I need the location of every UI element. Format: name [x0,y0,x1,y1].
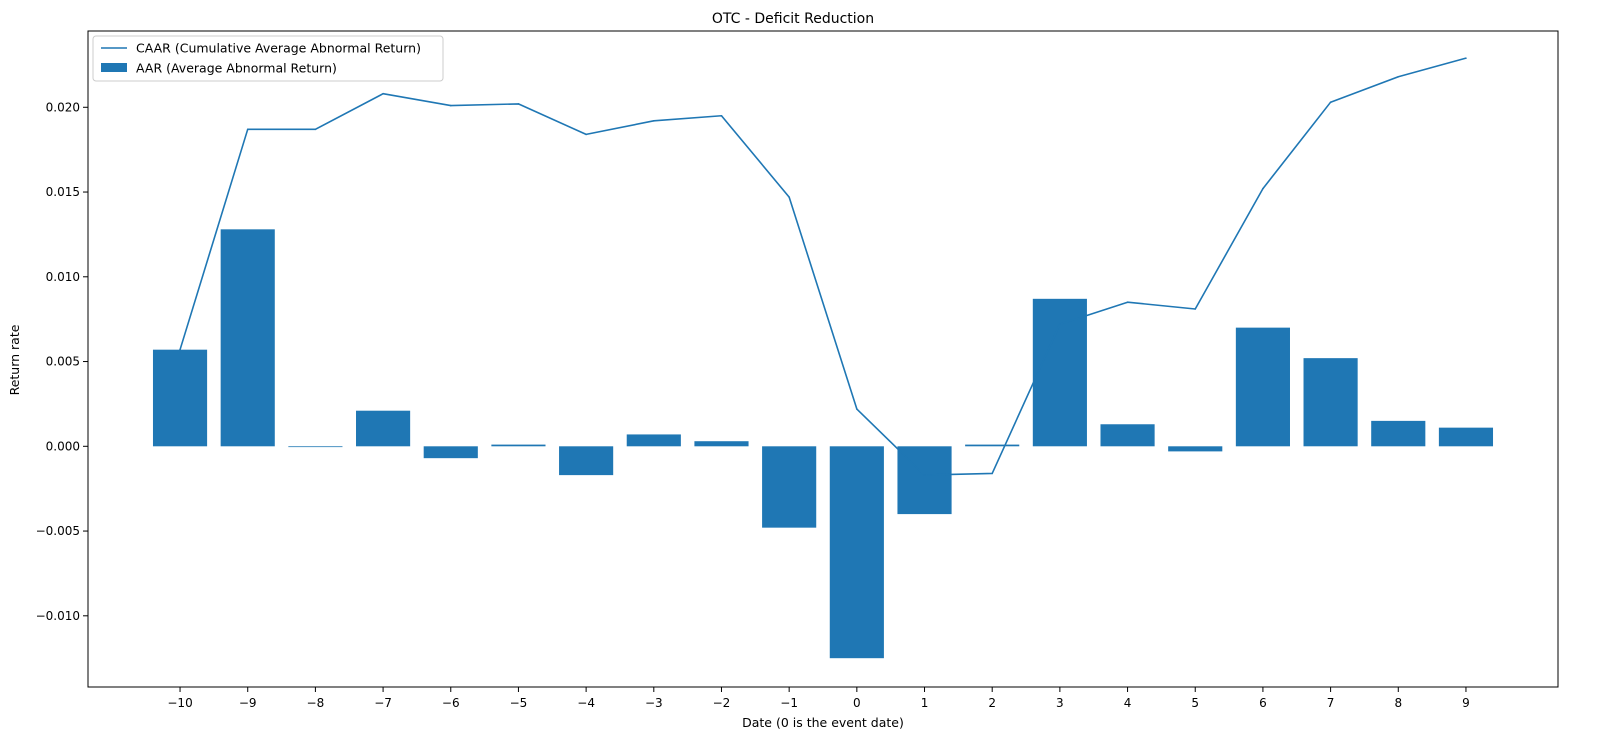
x-tick-label: 8 [1394,696,1402,710]
y-tick-label: −0.005 [36,524,80,538]
x-tick-label: −5 [510,696,528,710]
aar-bar [762,446,817,528]
aar-bar [1438,427,1494,447]
y-tick-label: 0.020 [46,100,80,114]
aar-bar [1168,446,1223,452]
legend-label-caar: CAAR (Cumulative Average Abnormal Return… [136,41,421,56]
x-tick-label: −8 [307,696,325,710]
x-tick-label: 2 [988,696,996,710]
caar-point [449,104,452,107]
caar-point [246,128,249,131]
aar-bar [694,441,749,447]
aar-bar [626,434,681,447]
y-tick-label: 0.000 [46,439,80,453]
caar-point [179,348,181,351]
line-layer [179,57,1467,476]
x-tick-label: −1 [780,696,798,710]
x-tick-label: 0 [853,696,861,710]
aar-bar [220,229,275,447]
legend-bar-swatch [101,63,127,72]
x-tick-label: −2 [713,696,731,710]
caar-point [517,103,520,105]
y-tick-label: 0.005 [46,355,80,369]
aar-bar [1303,358,1358,447]
x-tick-label: 1 [921,696,929,710]
y-tick-label: 0.010 [46,270,80,284]
aar-bar [288,446,343,448]
caar-point [585,133,587,136]
x-tick-label: −10 [167,696,192,710]
caar-point [1329,101,1332,103]
caar-point [788,196,790,198]
x-tick-label: −6 [442,696,460,710]
aar-bar [1032,298,1087,447]
aar-bar [356,410,411,447]
x-tick-label: −4 [577,696,595,710]
legend: CAAR (Cumulative Average Abnormal Return… [92,35,444,82]
aar-bar [1235,327,1290,447]
x-tick-label: −9 [239,696,257,710]
y-tick-label: 0.015 [46,185,80,199]
legend-box [92,35,444,82]
axes-layer: −10 −9 −8 −7 −6 −5 −4 −3 −2 −1 0 1 2 3 4 5 6 7 8 9−0.010−0.… [36,30,1559,710]
x-tick-label: 9 [1462,696,1470,710]
x-tick-label: 7 [1327,696,1335,710]
aar-bar [965,444,1020,447]
x-axis-label: Date (0 is the event date) [742,715,904,730]
x-tick-label: 5 [1191,696,1199,710]
caar-point [991,472,993,475]
caar-point [1262,187,1264,190]
aar-bar [1371,420,1426,447]
aar-bar [559,446,614,476]
aar-bar [829,446,884,659]
x-tick-label: −7 [374,696,392,710]
y-tick-label: −0.010 [36,609,80,623]
caar-point [314,128,317,131]
caar-point [1465,57,1467,59]
caar-point [382,92,384,95]
x-tick-label: 6 [1259,696,1267,710]
caar-point [653,120,655,122]
x-tick-label: 4 [1124,696,1132,710]
aar-bar [423,446,478,459]
caar-point [1194,308,1197,310]
x-tick-label: −3 [645,696,663,710]
caar-point [720,114,723,117]
x-tick-label: 3 [1056,696,1064,710]
caar-line [179,57,1467,476]
caar-point [1397,75,1400,78]
legend-label-aar: AAR (Average Abnormal Return) [136,61,337,76]
chart-title: OTC - Deficit Reduction [712,11,874,27]
plot-frame [87,30,1559,688]
aar-bar [152,349,208,447]
aar-bar [491,444,546,447]
aar-bar [1100,424,1155,447]
caar-point [923,474,926,476]
caar-point [1126,301,1129,304]
y-axis-label: Return rate [7,324,22,395]
caar-point [856,408,858,410]
caar-point [1059,323,1061,326]
